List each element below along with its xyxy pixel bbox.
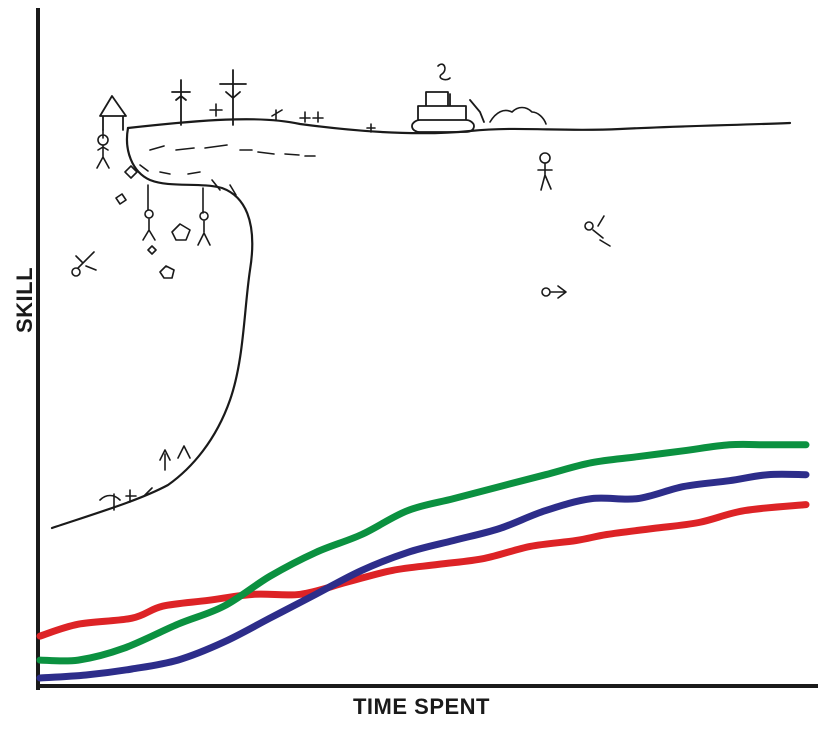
y-axis-label: SKILL: [12, 266, 37, 334]
series-line-1: [36, 501, 810, 640]
axes: [36, 8, 818, 690]
series-line-2: [36, 440, 810, 665]
series-layer: [36, 440, 810, 682]
series-line-3: [36, 470, 810, 682]
cliff-illustration: [50, 63, 792, 530]
x-axis-label: TIME SPENT: [352, 694, 490, 719]
